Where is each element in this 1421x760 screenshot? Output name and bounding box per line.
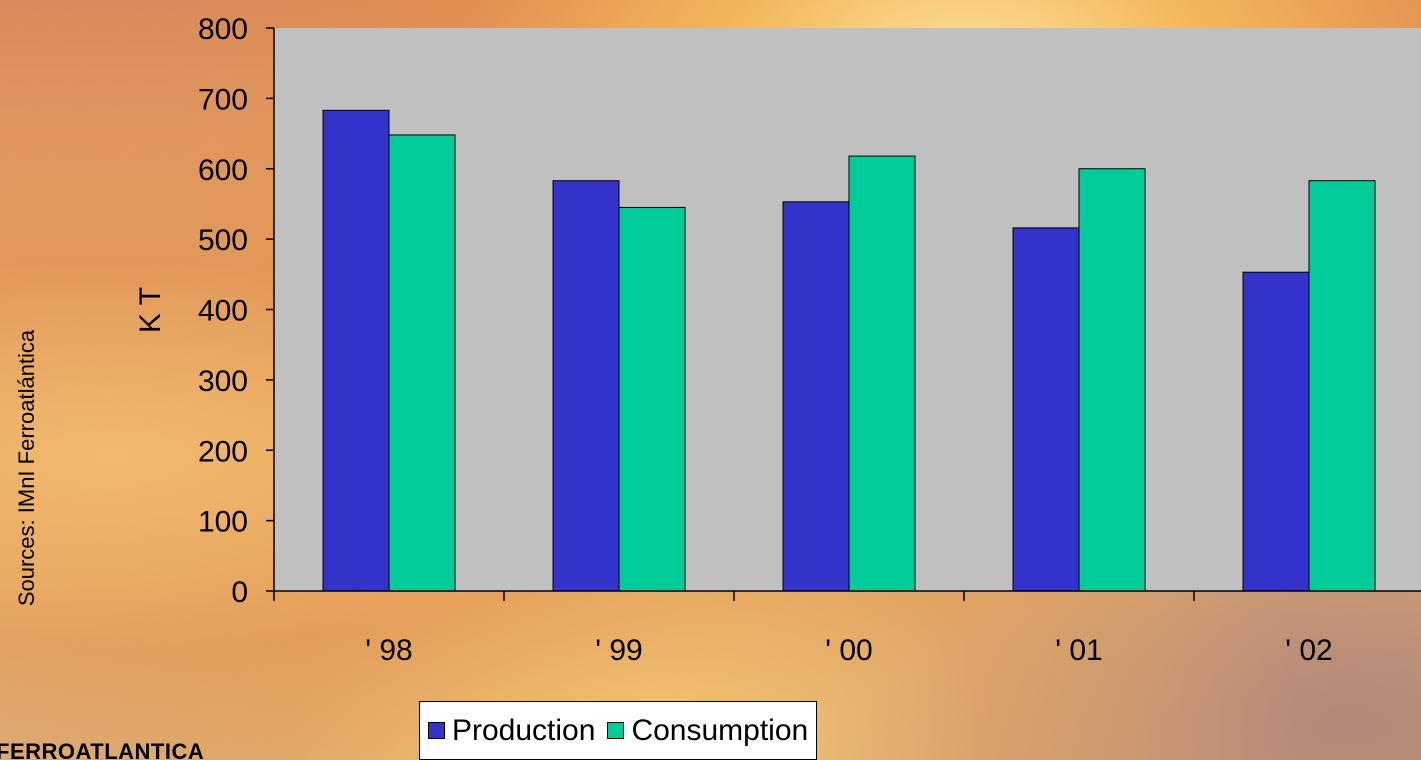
legend-swatch-production: [428, 722, 445, 739]
legend-item-production: Production: [428, 714, 595, 748]
legend-label-consumption: Consumption: [631, 713, 809, 747]
chart-legend: Production Consumption: [419, 701, 818, 760]
bar-production-4: [1242, 271, 1310, 592]
y-tick-label: 0: [231, 576, 248, 609]
bar-consumption-0: [388, 134, 456, 592]
y-tick-label: 100: [198, 506, 248, 539]
legend-swatch-consumption: [607, 722, 625, 739]
x-tick-label: ' 99: [595, 634, 642, 667]
y-tick-label: 400: [198, 295, 248, 328]
bars-group: [322, 109, 1376, 592]
x-tick-label: ' 01: [1055, 634, 1102, 667]
x-tick-label: ' 02: [1285, 634, 1332, 667]
bar-consumption-4: [1308, 180, 1376, 592]
y-tick-label: 700: [198, 83, 248, 116]
bar-production-3: [1012, 227, 1080, 592]
y-tick-labels: 0 100 200 300 400 500 600 700 800: [198, 13, 248, 609]
legend-label-production: Production: [452, 713, 596, 747]
y-axis-title: K T: [134, 287, 167, 333]
bar-production-0: [322, 109, 390, 592]
bar-consumption-3: [1078, 168, 1146, 592]
bar-production-2: [782, 201, 850, 592]
bar-consumption-2: [848, 155, 916, 592]
y-tick-label: 200: [198, 435, 248, 468]
y-tick-label: 800: [198, 13, 248, 46]
bar-consumption-1: [618, 206, 686, 592]
x-tick-labels: ' 98 ' 99 ' 00 ' 01 ' 02: [365, 634, 1332, 667]
bar-production-1: [552, 180, 620, 592]
y-tick-label: 600: [198, 154, 248, 187]
company-logo: FERROATLANTICA: [0, 739, 205, 760]
source-note: Sources: IMnI Ferroatlántica: [14, 329, 39, 606]
legend-item-consumption: Consumption: [607, 714, 808, 748]
x-tick-label: ' 98: [365, 634, 412, 667]
x-tick-label: ' 00: [825, 634, 872, 667]
y-tick-label: 300: [198, 365, 248, 398]
axes-group: [266, 27, 1421, 601]
y-tick-label: 500: [198, 224, 248, 257]
